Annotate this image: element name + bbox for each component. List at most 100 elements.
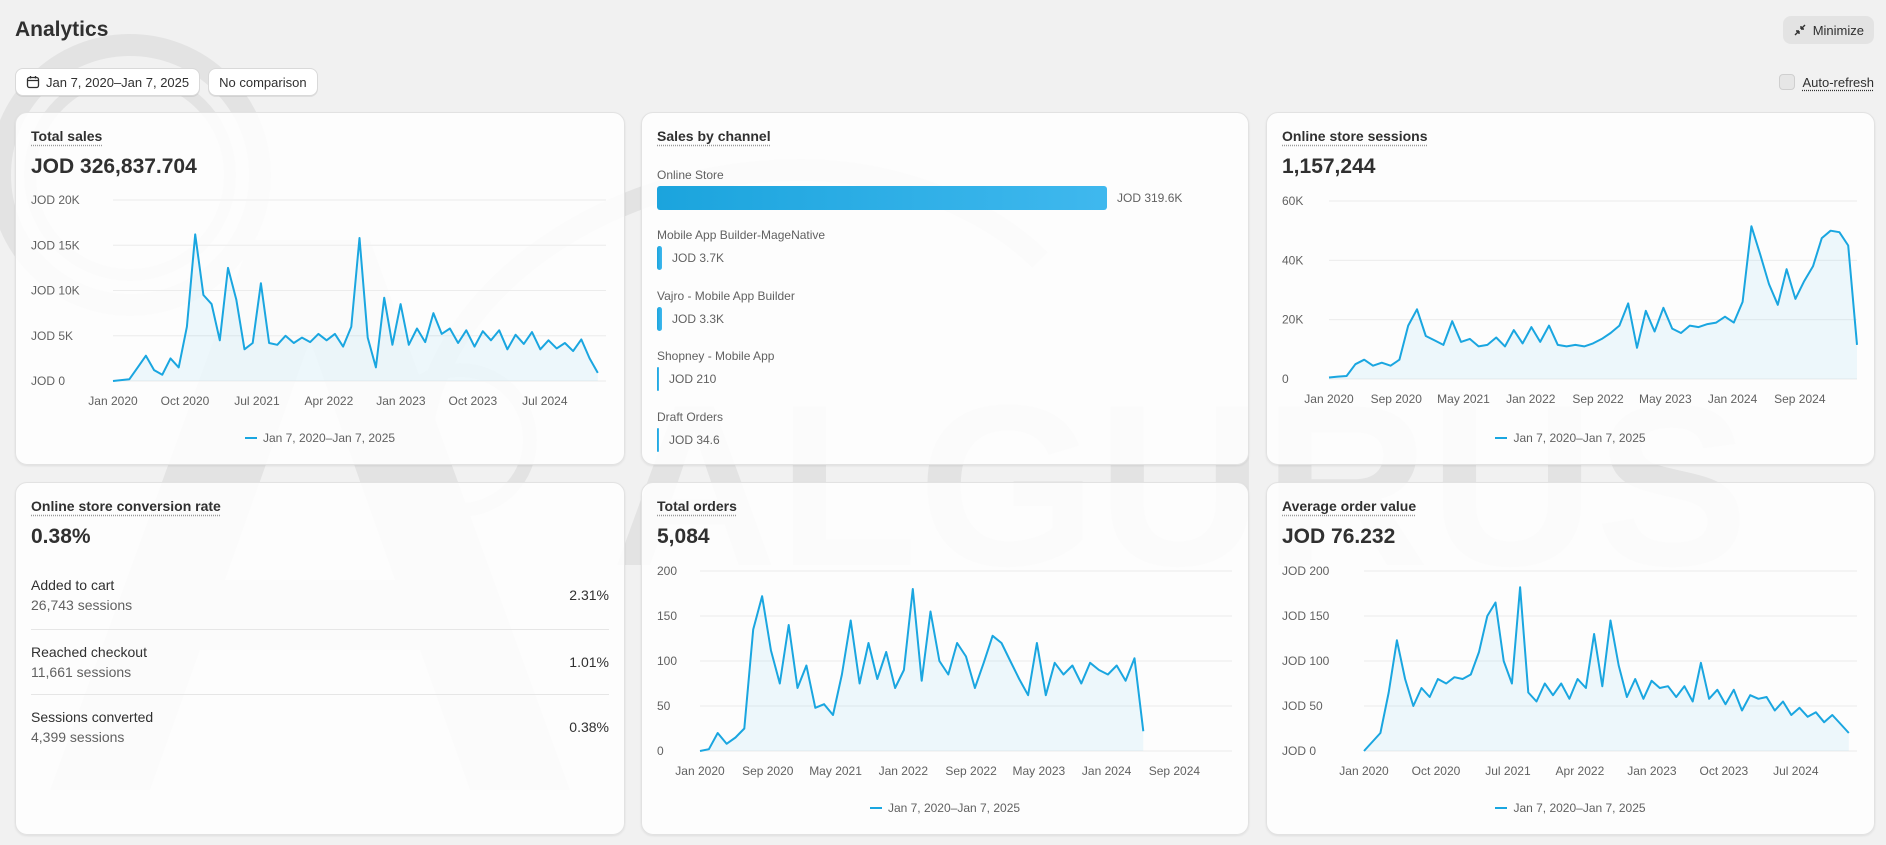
channel-bar (657, 428, 659, 452)
total-orders-chart: 0 50 100 150 200 Jan 2020 Sep 2020 May 2021 Jan … (657, 564, 1232, 778)
y-tick-label: JOD 20K (31, 193, 80, 207)
card-value: 5,084 (657, 525, 710, 548)
conversion-step-sessions: 26,743 sessions (31, 597, 133, 613)
total-sales-card[interactable]: Total sales JOD 326,837.704 JOD 0 JOD 5K J… (15, 112, 625, 465)
y-tick-label: JOD 0 (1282, 744, 1316, 758)
x-tick-label: Jan 2022 (879, 764, 929, 778)
comparison-label: No comparison (219, 74, 307, 90)
series-line (1363, 586, 1850, 752)
page-header: Analytics Minimize (15, 14, 1874, 46)
x-tick-label: Jan 2023 (1627, 764, 1677, 778)
x-tick-label: Sep 2020 (742, 764, 794, 778)
auto-refresh-toggle[interactable]: Auto-refresh (1779, 74, 1874, 90)
channel-value: JOD 3.3K (672, 312, 725, 326)
series-area (1329, 226, 1857, 379)
chart-legend: Jan 7, 2020–Jan 7, 2025 (1267, 431, 1874, 445)
x-tick-label: Jan 2020 (1339, 764, 1389, 778)
legend-swatch (1495, 437, 1508, 439)
conversion-step-label: Reached checkout (31, 644, 147, 660)
channel-value: JOD 319.6K (1117, 191, 1183, 205)
toolbar: Jan 7, 2020–Jan 7, 2025 No comparison Au… (15, 68, 1874, 96)
y-tick-label: 0 (657, 744, 664, 758)
x-tick-label: Jan 2020 (88, 394, 138, 408)
conversion-step-pct: 1.01% (569, 654, 609, 670)
auto-refresh-label: Auto-refresh (1802, 74, 1874, 90)
legend-label: Jan 7, 2020–Jan 7, 2025 (1513, 431, 1646, 445)
conversion-step-label: Sessions converted (31, 709, 154, 725)
y-tick-label: 20K (1282, 313, 1303, 327)
chart-legend: Jan 7, 2020–Jan 7, 2025 (16, 431, 624, 445)
x-tick-label: Apr 2022 (1556, 764, 1605, 778)
channel-name: Vajro - Mobile App Builder (657, 289, 795, 303)
card-value: 0.38% (31, 525, 91, 548)
x-tick-label: Jan 2024 (1708, 392, 1758, 406)
card-title[interactable]: Online store conversion rate (31, 498, 221, 514)
y-tick-label: JOD 50 (1282, 699, 1323, 713)
auto-refresh-checkbox[interactable] (1779, 74, 1796, 90)
card-title[interactable]: Sales by channel (657, 128, 771, 144)
total-sales-chart: JOD 0 JOD 5K JOD 10K JOD 15K JOD 20K Jan 2020… (31, 193, 606, 408)
sales-by-channel-card[interactable]: Sales by channel Online Store JOD 319.6K… (641, 112, 1249, 465)
x-tick-label: May 2023 (1013, 764, 1066, 778)
x-tick-label: Sep 2024 (1149, 764, 1201, 778)
channel-bar (657, 367, 659, 391)
card-title[interactable]: Total orders (657, 498, 737, 514)
channel-row: Draft Orders JOD 34.6 (657, 410, 1233, 452)
channel-value: JOD 3.7K (672, 251, 725, 265)
channel-row: Online Store JOD 319.6K (657, 168, 1233, 210)
legend-swatch (244, 437, 257, 439)
card-title[interactable]: Online store sessions (1282, 128, 1428, 144)
x-tick-label: Oct 2020 (161, 394, 210, 408)
conversion-row: Sessions converted 4,399 sessions 0.38% (31, 694, 609, 758)
y-tick-label: 100 (657, 654, 677, 668)
legend-label: Jan 7, 2020–Jan 7, 2025 (1513, 801, 1646, 815)
series-line (1328, 225, 1858, 379)
x-tick-label: Jul 2021 (1485, 764, 1531, 778)
y-tick-label: 60K (1282, 194, 1303, 208)
x-tick-label: Jul 2024 (1773, 764, 1819, 778)
x-tick-label: Oct 2020 (1412, 764, 1461, 778)
sessions-card[interactable]: Online store sessions 1,157,244 0 20K 40K 6… (1266, 112, 1875, 465)
x-tick-label: Jul 2021 (234, 394, 280, 408)
card-title[interactable]: Average order value (1282, 498, 1417, 514)
x-tick-label: May 2021 (809, 764, 862, 778)
x-tick-label: Oct 2023 (1700, 764, 1749, 778)
series-area (113, 234, 598, 381)
series-line (699, 588, 1145, 752)
legend-label: Jan 7, 2020–Jan 7, 2025 (887, 801, 1021, 815)
minimize-icon (1794, 24, 1806, 36)
minimize-button[interactable]: Minimize (1782, 16, 1874, 44)
channel-row: Vajro - Mobile App Builder JOD 3.3K (657, 289, 1233, 331)
comparison-button[interactable]: No comparison (208, 68, 318, 96)
x-tick-label: Sep 2022 (1572, 392, 1624, 406)
y-tick-label: JOD 0 (31, 374, 65, 388)
card-value: 1,157,244 (1282, 155, 1376, 178)
channel-value: JOD 34.6 (669, 433, 720, 447)
y-tick-label: JOD 10K (31, 284, 80, 298)
x-tick-label: May 2021 (1437, 392, 1490, 406)
y-tick-label: 200 (657, 564, 677, 578)
page-title: Analytics (15, 18, 109, 41)
y-tick-label: JOD 200 (1282, 564, 1330, 578)
y-tick-label: 40K (1282, 253, 1303, 267)
aov-card[interactable]: Average order value JOD 76.232 JOD 0 JOD … (1266, 482, 1875, 835)
date-range-button[interactable]: Jan 7, 2020–Jan 7, 2025 (15, 68, 201, 96)
x-tick-label: Jan 2024 (1082, 764, 1132, 778)
conversion-row: Reached checkout 11,661 sessions 1.01% (31, 629, 609, 693)
legend-label: Jan 7, 2020–Jan 7, 2025 (262, 431, 396, 445)
x-tick-label: Jan 2022 (1506, 392, 1556, 406)
conversion-card[interactable]: Online store conversion rate 0.38% Added… (15, 482, 625, 835)
conversion-row: Added to cart 26,743 sessions 2.31% (31, 563, 609, 627)
channel-row: Mobile App Builder-MageNative JOD 3.7K (657, 228, 1233, 270)
x-tick-label: Oct 2023 (449, 394, 498, 408)
x-tick-label: May 2023 (1639, 392, 1692, 406)
conversion-step-pct: 0.38% (569, 719, 609, 735)
x-tick-label: Sep 2020 (1371, 392, 1423, 406)
channel-row: Shopney - Mobile App JOD 210 (657, 349, 1233, 391)
conversion-step-sessions: 11,661 sessions (31, 664, 132, 680)
total-orders-card[interactable]: Total orders 5,084 0 50 100 150 200 Jan 2020 S… (641, 482, 1249, 835)
channel-name: Online Store (657, 168, 724, 182)
channel-name: Shopney - Mobile App (657, 349, 775, 363)
series-area (700, 589, 1144, 751)
y-tick-label: JOD 150 (1282, 609, 1330, 623)
